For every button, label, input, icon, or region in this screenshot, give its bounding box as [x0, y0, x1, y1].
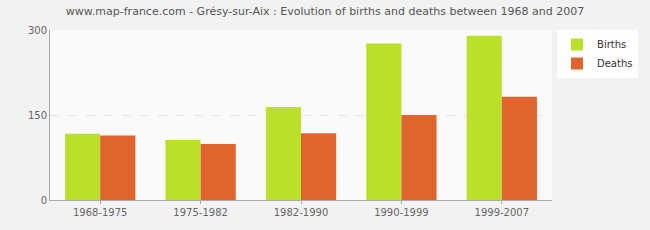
svg-text:1968-1975: 1968-1975 — [73, 207, 128, 218]
svg-text:0: 0 — [41, 195, 47, 206]
svg-text:1990-1999: 1990-1999 — [374, 207, 429, 218]
svg-text:300: 300 — [28, 25, 47, 36]
svg-text:1999-2007: 1999-2007 — [475, 207, 530, 218]
svg-text:Deaths: Deaths — [597, 58, 632, 69]
svg-text:150: 150 — [28, 110, 47, 121]
svg-text:1982-1990: 1982-1990 — [274, 207, 329, 218]
svg-text:Births: Births — [597, 39, 626, 50]
svg-text:www.map-france.com - Grésy-sur: www.map-france.com - Grésy-sur-Aix : Evo… — [66, 5, 584, 18]
svg-text:1975-1982: 1975-1982 — [173, 207, 228, 218]
